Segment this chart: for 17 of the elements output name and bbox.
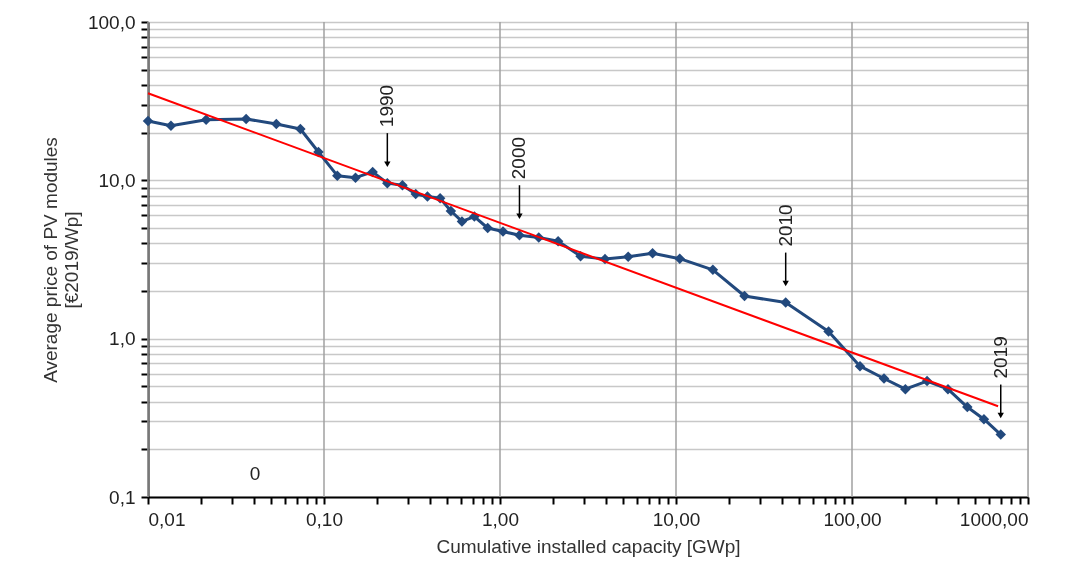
annotation: 2010 xyxy=(774,204,796,247)
annotation: 0 xyxy=(249,463,261,484)
y-tick-label: 0,1 xyxy=(109,486,136,508)
x-tick-label: 10,00 xyxy=(652,508,701,530)
x-tick-label: 0,10 xyxy=(306,508,343,530)
x-tick-label: 1000,00 xyxy=(959,508,1029,530)
x-axis-title: Cumulative installed capacity [GWp] xyxy=(436,535,741,557)
x-tick-label: 100,00 xyxy=(823,508,882,530)
y-axis-title: Average price of PV modules [€2019/Wp] xyxy=(39,137,82,383)
y-tick-label: 1,0 xyxy=(109,328,136,350)
y-tick-label: 10,0 xyxy=(98,169,136,191)
annotation: 2019 xyxy=(989,336,1011,379)
y-tick-label: 100,0 xyxy=(87,11,136,33)
annotation: 1990 xyxy=(376,84,398,128)
x-tick-label: 0,01 xyxy=(148,508,186,530)
annotation: 2000 xyxy=(508,136,530,180)
x-tick-label: 1,00 xyxy=(482,508,519,530)
